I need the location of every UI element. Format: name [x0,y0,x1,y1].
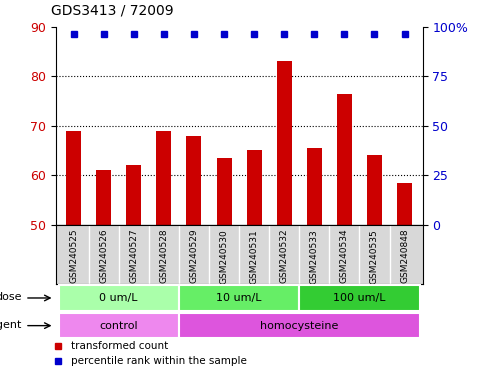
Text: GSM240525: GSM240525 [69,229,78,283]
Text: percentile rank within the sample: percentile rank within the sample [71,356,247,366]
Text: GSM240532: GSM240532 [280,229,289,283]
Text: GSM240533: GSM240533 [310,229,319,283]
Text: transformed count: transformed count [71,341,169,351]
Text: 100 um/L: 100 um/L [333,293,386,303]
Bar [397,183,412,225]
Text: agent: agent [0,320,22,330]
Bar [126,166,142,225]
Text: GSM240530: GSM240530 [220,229,228,283]
Bar [96,170,111,225]
Text: control: control [99,321,138,331]
Bar [58,285,179,311]
Bar [58,313,179,338]
Text: GSM240534: GSM240534 [340,229,349,283]
Text: GSM240528: GSM240528 [159,229,169,283]
Bar [156,131,171,225]
Bar [307,148,322,225]
Bar [216,158,231,225]
Text: GSM240531: GSM240531 [250,229,258,283]
Bar [186,136,201,225]
Text: 0 um/L: 0 um/L [99,293,138,303]
Bar [299,285,420,311]
Bar [247,151,262,225]
Text: homocysteine: homocysteine [260,321,339,331]
Text: GSM240535: GSM240535 [370,229,379,283]
Text: GSM240529: GSM240529 [189,229,199,283]
Text: GSM240848: GSM240848 [400,229,409,283]
Text: GDS3413 / 72009: GDS3413 / 72009 [51,3,173,17]
Bar [337,94,352,225]
Text: GSM240527: GSM240527 [129,229,138,283]
Bar [179,313,420,338]
Text: dose: dose [0,293,22,303]
Bar [66,131,81,225]
Bar [367,156,382,225]
Bar [277,61,292,225]
Bar [179,285,299,311]
Text: 10 um/L: 10 um/L [216,293,262,303]
Text: GSM240526: GSM240526 [99,229,108,283]
